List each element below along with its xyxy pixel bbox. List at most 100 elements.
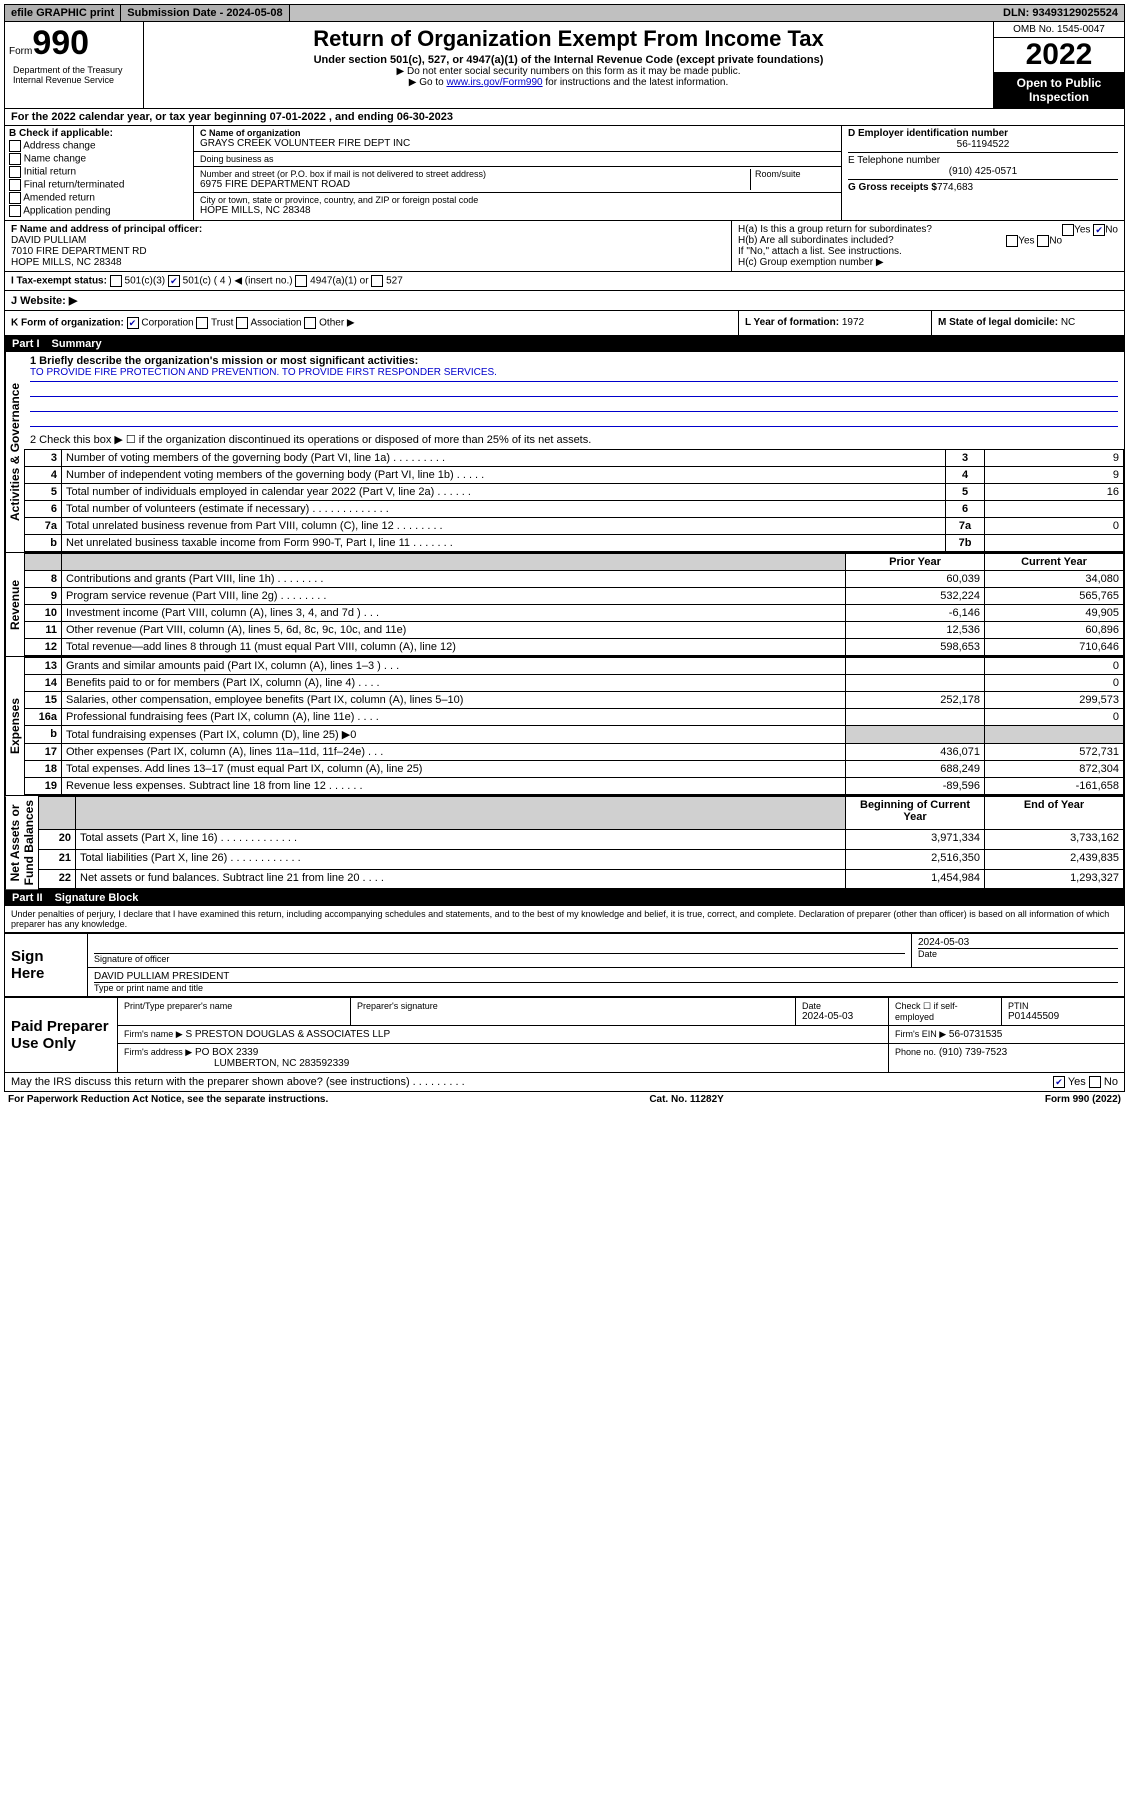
- table-row: 6Total number of volunteers (estimate if…: [25, 501, 1124, 518]
- table-row: 20Total assets (Part X, line 16) . . . .…: [39, 830, 1124, 850]
- check-other[interactable]: [304, 317, 316, 329]
- part2-title: Signature Block: [55, 892, 139, 904]
- form-number-box: Form990 Department of the Treasury Inter…: [5, 22, 144, 108]
- discuss-no[interactable]: [1089, 1076, 1101, 1088]
- table-header-row: Beginning of Current YearEnd of Year: [39, 797, 1124, 830]
- firm-ein: 56-0731535: [949, 1029, 1002, 1040]
- prep-name-label: Print/Type preparer's name: [124, 1001, 344, 1011]
- check-4947[interactable]: [295, 275, 307, 287]
- omb-number: OMB No. 1545-0047: [994, 22, 1124, 38]
- check-501c3[interactable]: [110, 275, 122, 287]
- table-row: 4Number of independent voting members of…: [25, 467, 1124, 484]
- table-row: 11Other revenue (Part VIII, column (A), …: [25, 622, 1124, 639]
- firm-name: S PRESTON DOUGLAS & ASSOCIATES LLP: [185, 1029, 390, 1040]
- org-name: GRAYS CREEK VOLUNTEER FIRE DEPT INC: [200, 138, 835, 149]
- check-corporation[interactable]: [127, 317, 139, 329]
- year-formation-label: L Year of formation:: [745, 317, 839, 328]
- firm-name-label: Firm's name ▶: [124, 1029, 183, 1039]
- gross-receipts: G Gross receipts $774,683: [848, 182, 1118, 193]
- firm-addr1: PO BOX 2339: [195, 1047, 258, 1058]
- sign-here-label: Sign Here: [5, 934, 88, 997]
- group-exemption: H(c) Group exemption number ▶: [738, 257, 1118, 268]
- check-trust[interactable]: [196, 317, 208, 329]
- mission-blank-3: [30, 412, 1118, 427]
- gross-val: 774,683: [937, 182, 973, 193]
- governance-table: 3Number of voting members of the governi…: [24, 449, 1124, 552]
- table-row: 3Number of voting members of the governi…: [25, 450, 1124, 467]
- street-label: Number and street (or P.O. box if mail i…: [200, 169, 750, 179]
- table-row: 16aProfessional fundraising fees (Part I…: [25, 709, 1124, 726]
- officer-name: DAVID PULLIAM: [11, 235, 725, 246]
- perjury-text: Under penalties of perjury, I declare th…: [4, 906, 1125, 933]
- table-row: 18Total expenses. Add lines 13–17 (must …: [25, 761, 1124, 778]
- state-domicile: NC: [1061, 317, 1075, 328]
- ein-label: D Employer identification number: [848, 128, 1118, 139]
- firm-ein-label: Firm's EIN ▶: [895, 1029, 946, 1039]
- top-bar: efile GRAPHIC print Submission Date - 20…: [4, 4, 1125, 22]
- prep-date-label: Date: [802, 1001, 882, 1011]
- irs-link[interactable]: www.irs.gov/Form990: [446, 77, 542, 88]
- discuss-text: May the IRS discuss this return with the…: [11, 1076, 465, 1088]
- section-d-g: D Employer identification number 56-1194…: [841, 126, 1124, 220]
- part1-label: Part I: [12, 338, 40, 350]
- table-row: 10Investment income (Part VIII, column (…: [25, 605, 1124, 622]
- discuss-row: May the IRS discuss this return with the…: [4, 1073, 1125, 1092]
- preparer-table: Paid Preparer Use Only Print/Type prepar…: [4, 997, 1125, 1073]
- part2-header: Part II Signature Block: [4, 890, 1125, 906]
- part1-expenses: Expenses 13Grants and similar amounts pa…: [4, 657, 1125, 796]
- form-prefix: Form: [9, 46, 32, 57]
- table-row: 13Grants and similar amounts paid (Part …: [25, 658, 1124, 675]
- submission-date-button[interactable]: Submission Date - 2024-05-08: [121, 5, 289, 21]
- table-row: 17Other expenses (Part IX, column (A), l…: [25, 744, 1124, 761]
- officer-street: 7010 FIRE DEPARTMENT RD: [11, 246, 725, 257]
- org-info-block: B Check if applicable: Address change Na…: [4, 126, 1125, 221]
- footer-center: Cat. No. 11282Y: [649, 1094, 723, 1105]
- check-amended[interactable]: Amended return: [9, 192, 189, 204]
- vert-expenses: Expenses: [5, 657, 24, 795]
- check-name-change[interactable]: Name change: [9, 153, 189, 165]
- group-return-no: No: [1105, 225, 1118, 236]
- table-row: 22Net assets or fund balances. Subtract …: [39, 869, 1124, 889]
- q2-text: 2 Check this box ▶ ☐ if the organization…: [24, 430, 1124, 449]
- check-final-return[interactable]: Final return/terminated: [9, 179, 189, 191]
- officer-printed-name: DAVID PULLIAM PRESIDENT: [94, 971, 1118, 983]
- table-row: 15Salaries, other compensation, employee…: [25, 692, 1124, 709]
- city-label: City or town, state or province, country…: [200, 195, 835, 205]
- efile-print-button[interactable]: efile GRAPHIC print: [5, 5, 121, 21]
- section-b-label: B Check if applicable:: [9, 128, 189, 139]
- table-row: 19Revenue less expenses. Subtract line 1…: [25, 778, 1124, 795]
- vert-governance: Activities & Governance: [5, 352, 24, 552]
- table-row: 14Benefits paid to or for members (Part …: [25, 675, 1124, 692]
- check-initial-return[interactable]: Initial return: [9, 166, 189, 178]
- part1-title: Summary: [52, 338, 102, 350]
- check-501c[interactable]: [168, 275, 180, 287]
- department-label: Department of the Treasury Internal Reve…: [9, 63, 139, 87]
- section-b: B Check if applicable: Address change Na…: [5, 126, 194, 220]
- form-note-1: ▶ Do not enter social security numbers o…: [148, 66, 989, 77]
- subordinates-note: If "No," attach a list. See instructions…: [738, 246, 1118, 257]
- prep-sig-label: Preparer's signature: [357, 1001, 789, 1011]
- sig-officer-label: Signature of officer: [94, 954, 905, 964]
- part2-label: Part II: [12, 892, 43, 904]
- prep-date: 2024-05-03: [802, 1011, 882, 1022]
- check-527[interactable]: [371, 275, 383, 287]
- mission-blank-1: [30, 382, 1118, 397]
- self-employed-check[interactable]: Check ☐ if self-employed: [889, 998, 1002, 1026]
- firm-addr-label: Firm's address ▶: [124, 1047, 192, 1057]
- sig-officer-cell: Signature of officer: [88, 934, 912, 968]
- revenue-table: Prior YearCurrent Year8Contributions and…: [24, 553, 1124, 656]
- table-row: 7aTotal unrelated business revenue from …: [25, 518, 1124, 535]
- officer-sub-label: Type or print name and title: [94, 983, 1118, 993]
- table-row: bNet unrelated business taxable income f…: [25, 535, 1124, 552]
- table-row: 5Total number of individuals employed in…: [25, 484, 1124, 501]
- discuss-yes[interactable]: [1053, 1076, 1065, 1088]
- form-title-box: Return of Organization Exempt From Incom…: [144, 22, 993, 108]
- city: HOPE MILLS, NC 28348: [200, 205, 835, 216]
- sig-date: 2024-05-03: [918, 937, 1118, 948]
- phone: (910) 739-7523: [939, 1047, 1007, 1058]
- check-association[interactable]: [236, 317, 248, 329]
- check-application-pending[interactable]: Application pending: [9, 205, 189, 217]
- check-address-change[interactable]: Address change: [9, 140, 189, 152]
- note2-post: for instructions and the latest informat…: [543, 77, 729, 88]
- sig-date-cell: 2024-05-03 Date: [912, 934, 1125, 968]
